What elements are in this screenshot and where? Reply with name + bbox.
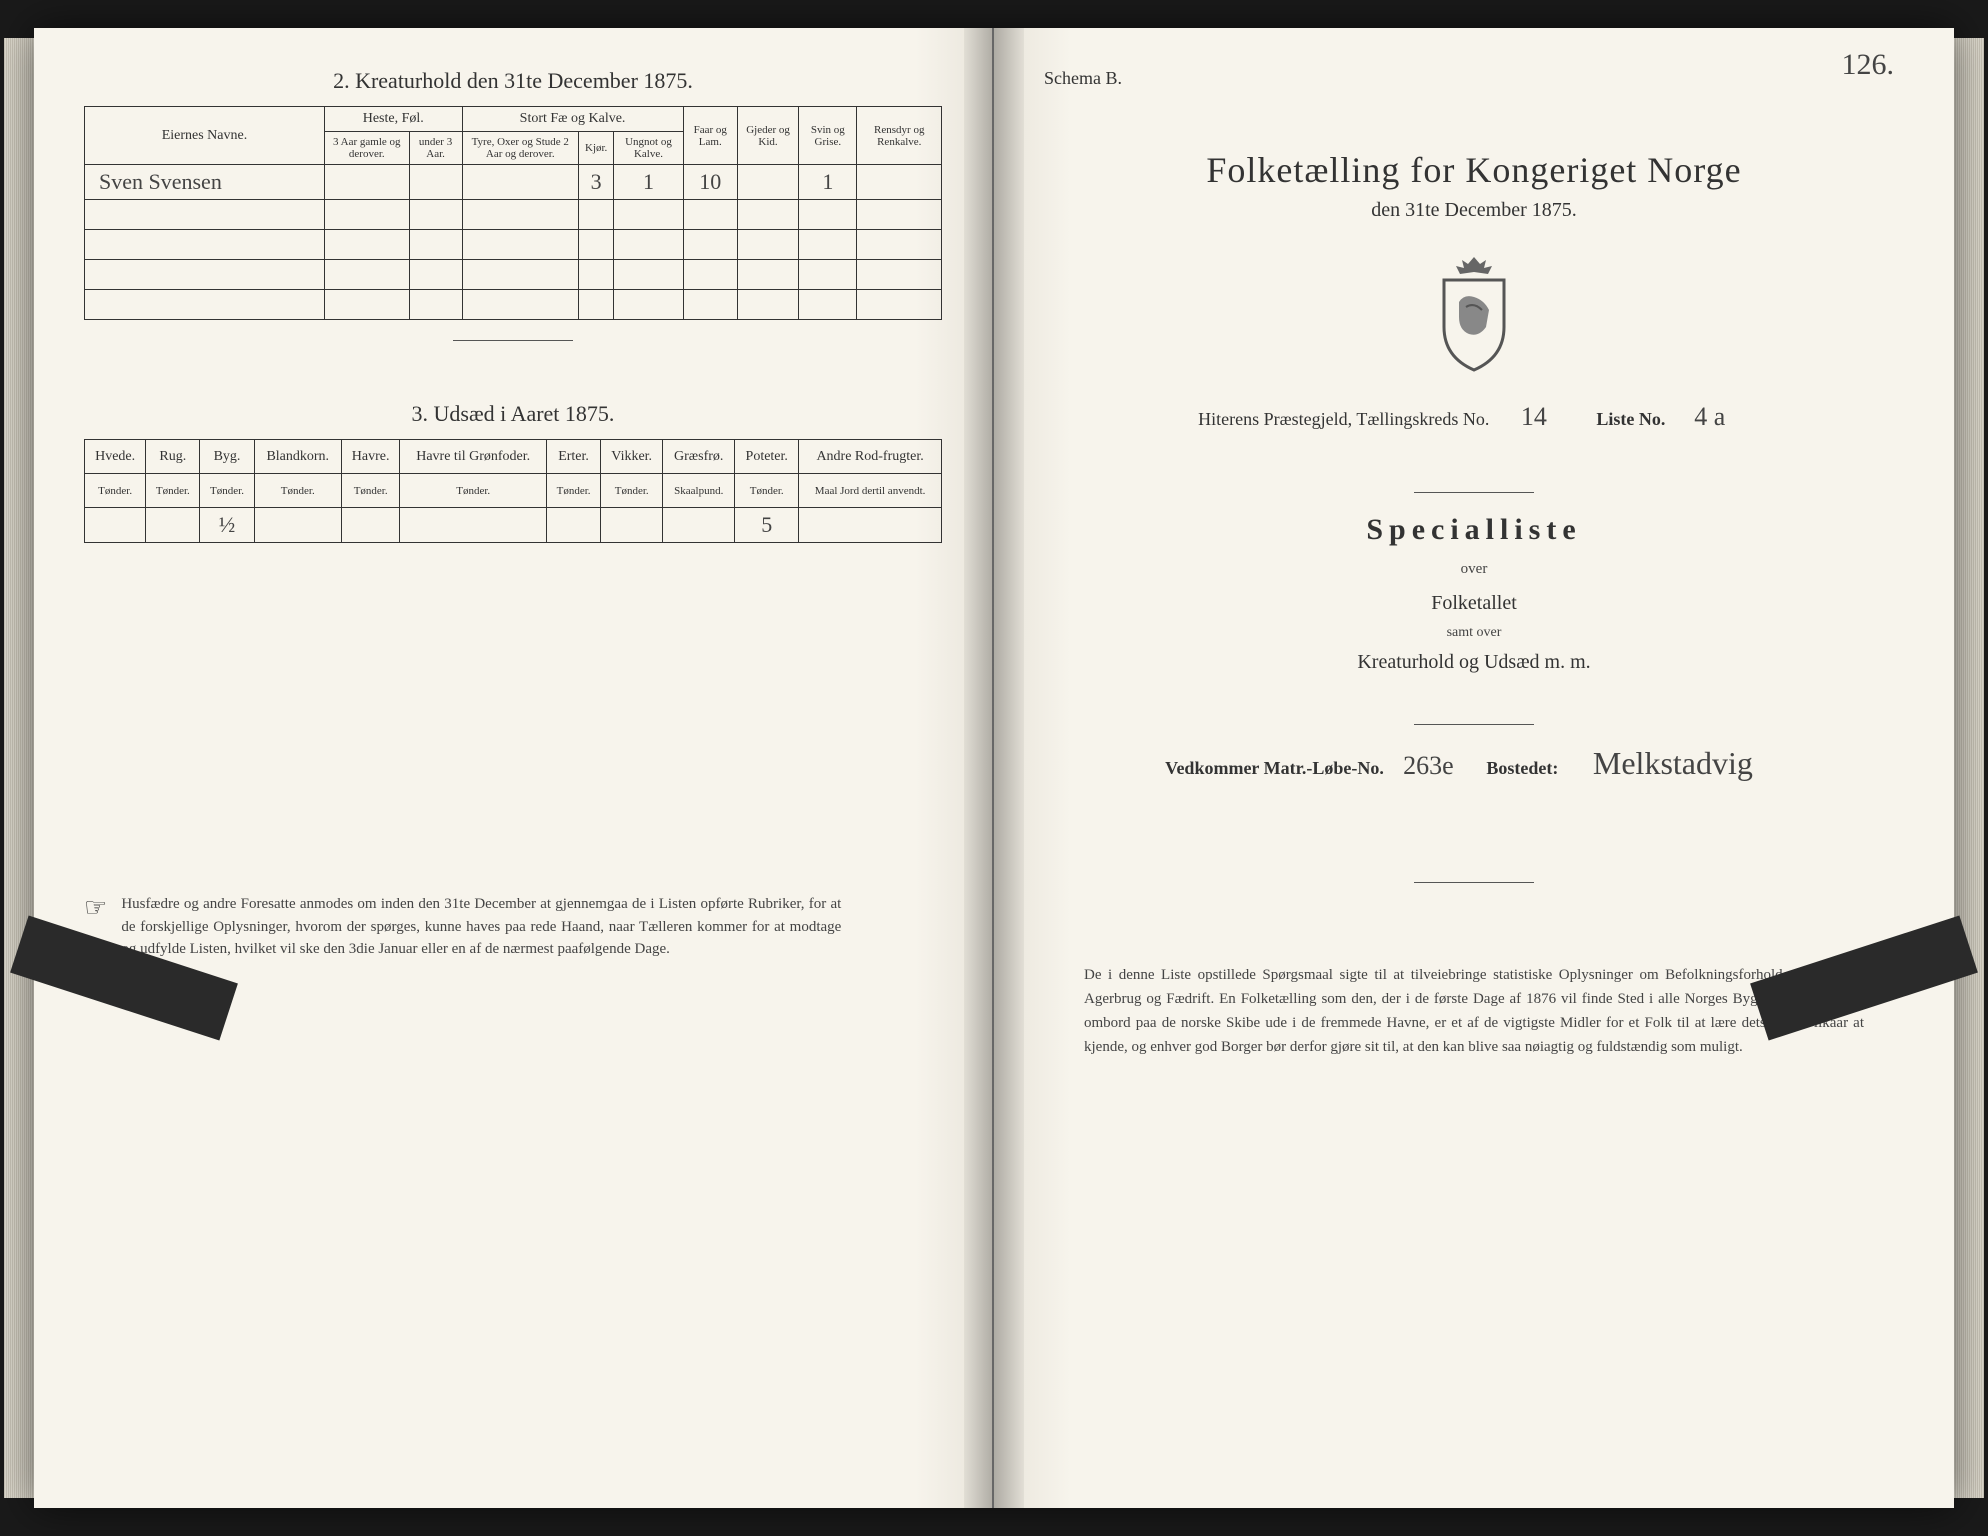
book-spread: 2. Kreaturhold den 31te December 1875. E…	[34, 28, 1954, 1508]
table-row	[85, 260, 942, 290]
divider	[453, 340, 573, 341]
footer-note: Husfædre og andre Foresatte anmodes om i…	[121, 893, 841, 961]
c8: Vikker.	[601, 440, 663, 474]
divider	[1414, 724, 1534, 725]
page-number: 126.	[1842, 48, 1895, 82]
c7: Erter.	[546, 440, 600, 474]
c4: Blandkorn.	[254, 440, 341, 474]
c3: Byg.	[200, 440, 254, 474]
u8: Tønder.	[601, 474, 663, 508]
cell-owner: Sven Svensen	[85, 165, 325, 200]
cell	[409, 165, 462, 200]
cell	[324, 165, 409, 200]
u6: Tønder.	[400, 474, 547, 508]
vedkommer-line: Vedkommer Matr.-Løbe-No. 263e Bostedet: …	[1044, 745, 1904, 782]
grp-stort: Stort Fæ og Kalve.	[462, 107, 683, 132]
cell	[601, 508, 663, 543]
table-row	[85, 200, 942, 230]
col-svin: Svin og Grise.	[799, 107, 857, 165]
district-no: 14	[1494, 402, 1574, 432]
c1: Hvede.	[85, 440, 146, 474]
table-kreaturhold: Eiernes Navne. Heste, Føl. Stort Fæ og K…	[84, 106, 942, 320]
cell	[857, 165, 942, 200]
cell	[663, 508, 735, 543]
bottom-paragraph: De i denne Liste opstillede Spørgsmaal s…	[1084, 963, 1864, 1059]
c2: Rug.	[146, 440, 200, 474]
cell-ung: 1	[614, 165, 683, 200]
liste-label: Liste No.	[1596, 409, 1665, 429]
cell	[85, 508, 146, 543]
table-row: Sven Svensen 3 1 10 1	[85, 165, 942, 200]
u10: Tønder.	[735, 474, 799, 508]
samt-label: samt over	[1044, 625, 1904, 641]
divider	[1414, 492, 1534, 493]
cell-kjor: 3	[579, 165, 614, 200]
table-udsaed: Hvede. Rug. Byg. Blandkorn. Havre. Havre…	[84, 439, 942, 543]
col-owner: Eiernes Navne.	[85, 107, 325, 165]
section3-title: 3. Udsæd i Aaret 1875.	[84, 401, 942, 427]
specialliste-title: Specialliste	[1044, 513, 1904, 547]
footer-note-block: ☞ Husfædre og andre Foresatte anmodes om…	[84, 893, 942, 961]
coat-of-arms-icon	[1424, 252, 1524, 372]
u3: Tønder.	[200, 474, 254, 508]
bostedet-label: Bostedet:	[1486, 758, 1558, 778]
cell	[546, 508, 600, 543]
col-rensdyr: Rensdyr og Renkalve.	[857, 107, 942, 165]
cell	[400, 508, 547, 543]
pointing-hand-icon: ☞	[84, 893, 107, 923]
u9: Skaalpund.	[663, 474, 735, 508]
col-gjeder: Gjeder og Kid.	[737, 107, 798, 165]
u7: Tønder.	[546, 474, 600, 508]
right-page: 126. Schema B. Folketælling for Kongerig…	[994, 28, 1954, 1508]
sub-heste2: under 3 Aar.	[409, 132, 462, 165]
c5: Havre.	[341, 440, 400, 474]
u4: Tønder.	[254, 474, 341, 508]
c10: Poteter.	[735, 440, 799, 474]
section2-title: 2. Kreaturhold den 31te December 1875.	[84, 68, 942, 94]
cell	[737, 165, 798, 200]
grp-heste: Heste, Føl.	[324, 107, 462, 132]
schema-label: Schema B.	[1044, 68, 1904, 89]
folketallet-label: Folketallet	[1044, 592, 1904, 615]
cell	[146, 508, 200, 543]
vedkommer-label: Vedkommer Matr.-Løbe-No.	[1165, 758, 1384, 778]
c6: Havre til Grønfoder.	[400, 440, 547, 474]
liste-no: 4 a	[1670, 402, 1750, 432]
cell-svin: 1	[799, 165, 857, 200]
page-edges-left	[4, 38, 34, 1498]
table-row	[85, 230, 942, 260]
u11: Maal Jord dertil anvendt.	[799, 474, 942, 508]
cell	[799, 508, 942, 543]
col-faar: Faar og Lam.	[683, 107, 737, 165]
cell	[462, 165, 578, 200]
cell	[341, 508, 400, 543]
district-line: Hiterens Præstegjeld, Tællingskreds No. …	[1044, 402, 1904, 432]
table-row	[85, 290, 942, 320]
u5: Tønder.	[341, 474, 400, 508]
sub-heste1: 3 Aar gamle og derover.	[324, 132, 409, 165]
bostedet: Melkstadvig	[1563, 745, 1783, 782]
divider	[1414, 882, 1534, 883]
cell	[254, 508, 341, 543]
c9: Græsfrø.	[663, 440, 735, 474]
table-row: ½ 5	[85, 508, 942, 543]
u1: Tønder.	[85, 474, 146, 508]
main-title: Folketælling for Kongeriget Norge	[1044, 149, 1904, 191]
kreatur-label: Kreaturhold og Udsæd m. m.	[1044, 651, 1904, 674]
matr-no: 263e	[1388, 751, 1468, 781]
cell-faar: 10	[683, 165, 737, 200]
sub-title: den 31te December 1875.	[1044, 199, 1904, 222]
sub-stort1: Tyre, Oxer og Stude 2 Aar og derover.	[462, 132, 578, 165]
c11: Andre Rod-frugter.	[799, 440, 942, 474]
over-label: over	[1044, 561, 1904, 578]
cell-poteter: 5	[735, 508, 799, 543]
sub-stort3: Ungnot og Kalve.	[614, 132, 683, 165]
left-page: 2. Kreaturhold den 31te December 1875. E…	[34, 28, 994, 1508]
cell-byg: ½	[200, 508, 254, 543]
u2: Tønder.	[146, 474, 200, 508]
district-label: Hiterens Præstegjeld, Tællingskreds No.	[1198, 409, 1489, 429]
page-edges-right	[1954, 38, 1984, 1498]
sub-stort2: Kjør.	[579, 132, 614, 165]
